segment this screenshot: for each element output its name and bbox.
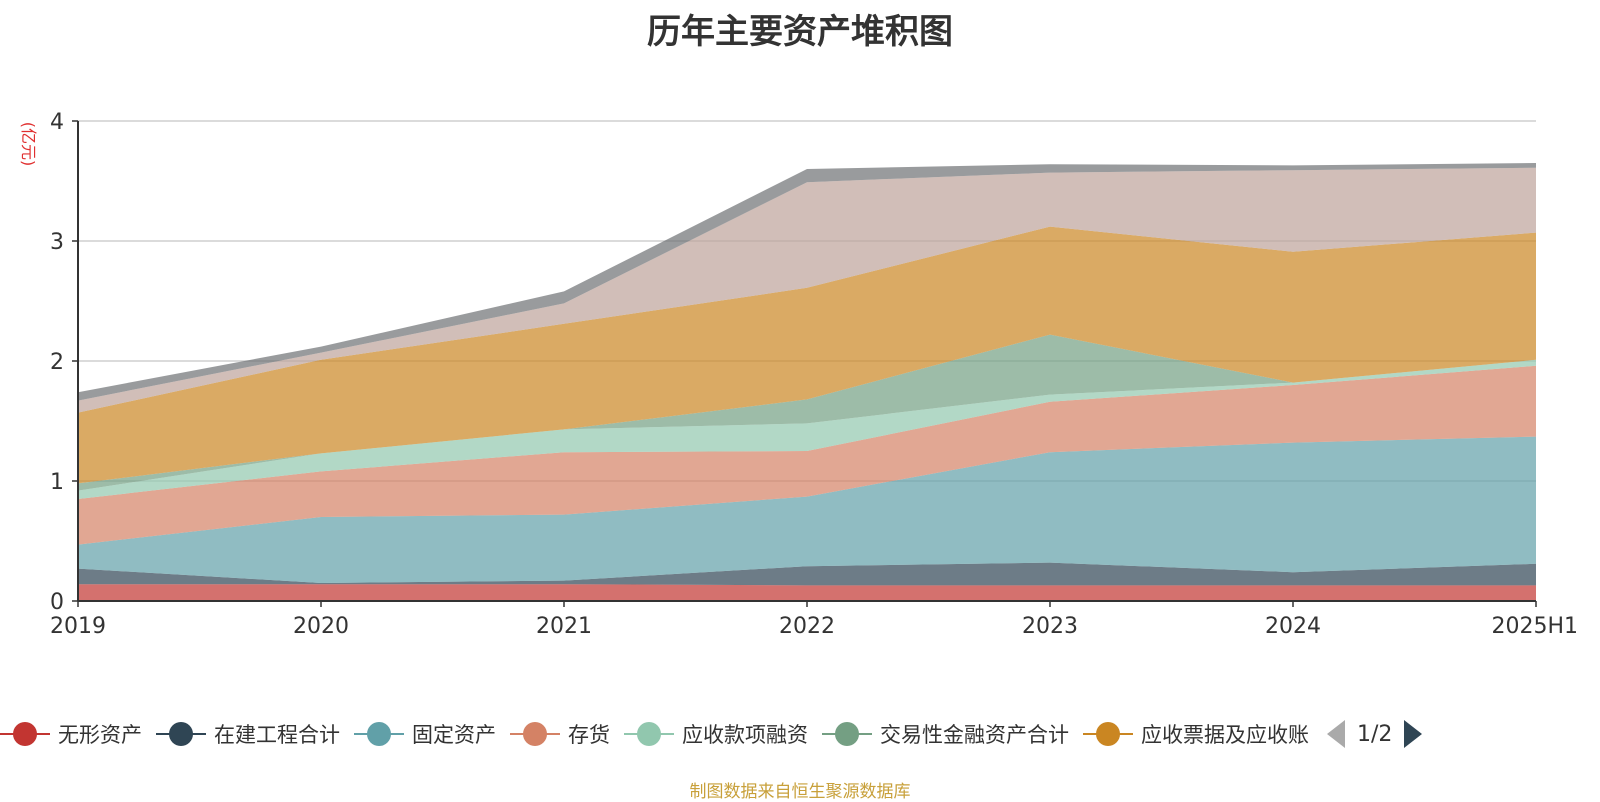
x-tick-label: 2025H1	[1491, 614, 1578, 639]
legend-item-4[interactable]: 存货	[510, 719, 610, 749]
area-series-2	[78, 562, 1536, 586]
area-series-8	[78, 167, 1536, 413]
legend: 无形资产 在建工程合计 固定资产 存货 应收款项融资 交易性金融资产合计 应收票据及应收账 1…	[0, 716, 1600, 752]
y-tick-label: 2	[50, 350, 64, 375]
legend-item-6[interactable]: 交易性金融资产合计	[822, 719, 1069, 749]
legend-symbol	[354, 720, 404, 748]
area-series-6	[78, 334, 1536, 491]
legend-symbol	[1083, 720, 1133, 748]
legend-item-7[interactable]: 应收票据及应收账	[1083, 719, 1309, 749]
area-series-1	[78, 584, 1536, 601]
x-tick-label: 2023	[1022, 614, 1078, 639]
area-series-7	[78, 226, 1536, 484]
stacked-areas	[78, 163, 1536, 601]
legend-symbol	[624, 720, 674, 748]
chart-title: 历年主要资产堆积图	[647, 12, 953, 52]
y-tick-label: 3	[50, 230, 64, 255]
legend-item-5[interactable]: 应收款项融资	[624, 719, 808, 749]
axes: 0 1 2 3 4 2019 2020 2021 2022 2023 2024 2025H1	[50, 110, 1578, 639]
legend-symbol	[156, 720, 206, 748]
y-axis-unit-label: (亿元)	[19, 122, 38, 167]
legend-next-page-icon[interactable]	[1404, 720, 1423, 748]
x-tick-label: 2022	[779, 614, 835, 639]
source-note: 制图数据来自恒生聚源数据库	[689, 782, 911, 802]
legend-label: 应收款项融资	[682, 723, 808, 747]
area-series-3	[78, 436, 1536, 583]
x-tick-label: 2024	[1265, 614, 1321, 639]
area-series-5	[78, 359, 1536, 499]
legend-symbol	[822, 720, 872, 748]
legend-label: 固定资产	[412, 723, 496, 747]
legend-label: 应收票据及应收账	[1141, 723, 1309, 747]
legend-label: 在建工程合计	[214, 723, 340, 747]
legend-item-1[interactable]: 无形资产	[0, 719, 142, 749]
area-series-4	[78, 365, 1536, 545]
legend-item-3[interactable]: 固定资产	[354, 719, 496, 749]
legend-pager: 1/2	[1327, 720, 1423, 748]
chart-plot: (亿元) 0 1 2 3 4 2019 2020 2021 2022 2023 2024 2025H1	[19, 110, 1578, 639]
y-tick-label: 4	[50, 110, 64, 135]
x-tick-label: 2020	[293, 614, 349, 639]
x-tick-label: 2019	[50, 614, 106, 639]
legend-symbol	[510, 720, 560, 748]
legend-label: 存货	[568, 723, 610, 747]
legend-symbol	[0, 720, 50, 748]
y-tick-label: 1	[50, 470, 64, 495]
legend-page-indicator: 1/2	[1357, 721, 1393, 747]
y-tick-label: 0	[50, 590, 64, 615]
x-tick-label: 2021	[536, 614, 592, 639]
legend-prev-page-icon[interactable]	[1327, 720, 1345, 748]
legend-label: 交易性金融资产合计	[880, 723, 1069, 747]
legend-item-2[interactable]: 在建工程合计	[156, 719, 340, 749]
legend-label: 无形资产	[58, 723, 142, 747]
